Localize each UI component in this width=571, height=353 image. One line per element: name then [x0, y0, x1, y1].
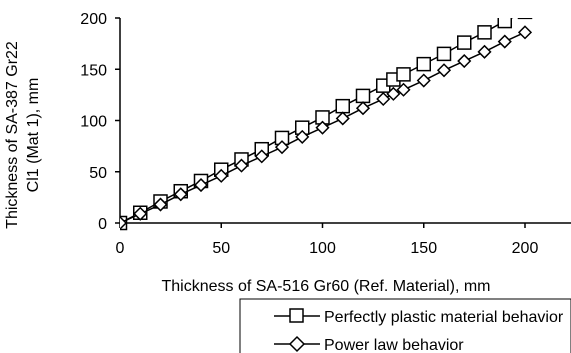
series-power-law [120, 25, 533, 231]
data-point-diamond [234, 158, 249, 173]
data-point-diamond [335, 111, 350, 126]
legend-marker-diamond [288, 335, 306, 353]
legend: Perfectly plastic material behavior Powe… [239, 298, 571, 353]
data-point-square [396, 67, 411, 82]
y-tick-label: 100 [80, 114, 107, 131]
data-point-diamond [295, 129, 310, 144]
data-point-diamond [153, 197, 168, 212]
y-axis-title-line-1: Thickness of SA-387 Gr22 [4, 41, 21, 229]
data-point-square [416, 56, 431, 72]
y-tick-label: 50 [89, 165, 107, 182]
data-point-diamond [214, 168, 229, 183]
data-point-square [355, 88, 371, 104]
data-point-diamond [517, 25, 533, 40]
x-tick-label: 50 [212, 240, 230, 257]
data-point-square [335, 98, 350, 114]
x-tick-label: 100 [309, 240, 336, 257]
data-point-diamond [133, 206, 148, 221]
y-tick-label: 150 [80, 62, 107, 79]
y-axis-title-line-2: Cl1 (Mat 1), mm [25, 78, 42, 193]
axis-ticks: 0 50 100 150 200 0 50 100 150 200 [80, 11, 538, 257]
data-point-diamond [274, 140, 290, 155]
data-point-square [436, 46, 452, 62]
data-point-diamond [497, 34, 512, 49]
data-point-diamond [477, 44, 492, 59]
data-point-diamond [315, 120, 330, 135]
x-tick-label: 0 [116, 240, 125, 257]
data-point-diamond [193, 178, 209, 193]
series-group [120, 18, 533, 231]
data-point-diamond [376, 91, 391, 107]
x-tick-label: 150 [410, 240, 437, 257]
data-point-diamond [254, 149, 269, 164]
x-tick-label: 200 [512, 240, 539, 257]
y-tick-label: 200 [80, 11, 107, 28]
y-tick-label: 0 [98, 216, 107, 233]
data-point-diamond [173, 187, 188, 202]
data-point-diamond [457, 53, 472, 69]
data-point-square [497, 18, 512, 29]
legend-label-power-law: Power law behavior [324, 337, 464, 353]
data-point-diamond [396, 82, 411, 97]
data-point-square [517, 18, 533, 20]
data-point-diamond [416, 73, 431, 88]
data-point-diamond [355, 101, 371, 116]
x-axis-title: Thickness of SA-516 Gr60 (Ref. Material)… [162, 278, 491, 295]
data-point-diamond [436, 63, 452, 78]
legend-marker-square [289, 308, 304, 323]
legend-entry-perfectly-plastic: Perfectly plastic material behavior [274, 308, 564, 326]
data-point-diamond [386, 86, 401, 101]
legend-entry-power-law: Power law behavior [274, 335, 464, 353]
data-point-diamond [120, 215, 128, 231]
data-point-square [457, 35, 472, 50]
legend-label-perfectly-plastic: Perfectly plastic material behavior [324, 309, 564, 326]
legend-box [239, 298, 571, 353]
data-point-square [477, 25, 492, 40]
